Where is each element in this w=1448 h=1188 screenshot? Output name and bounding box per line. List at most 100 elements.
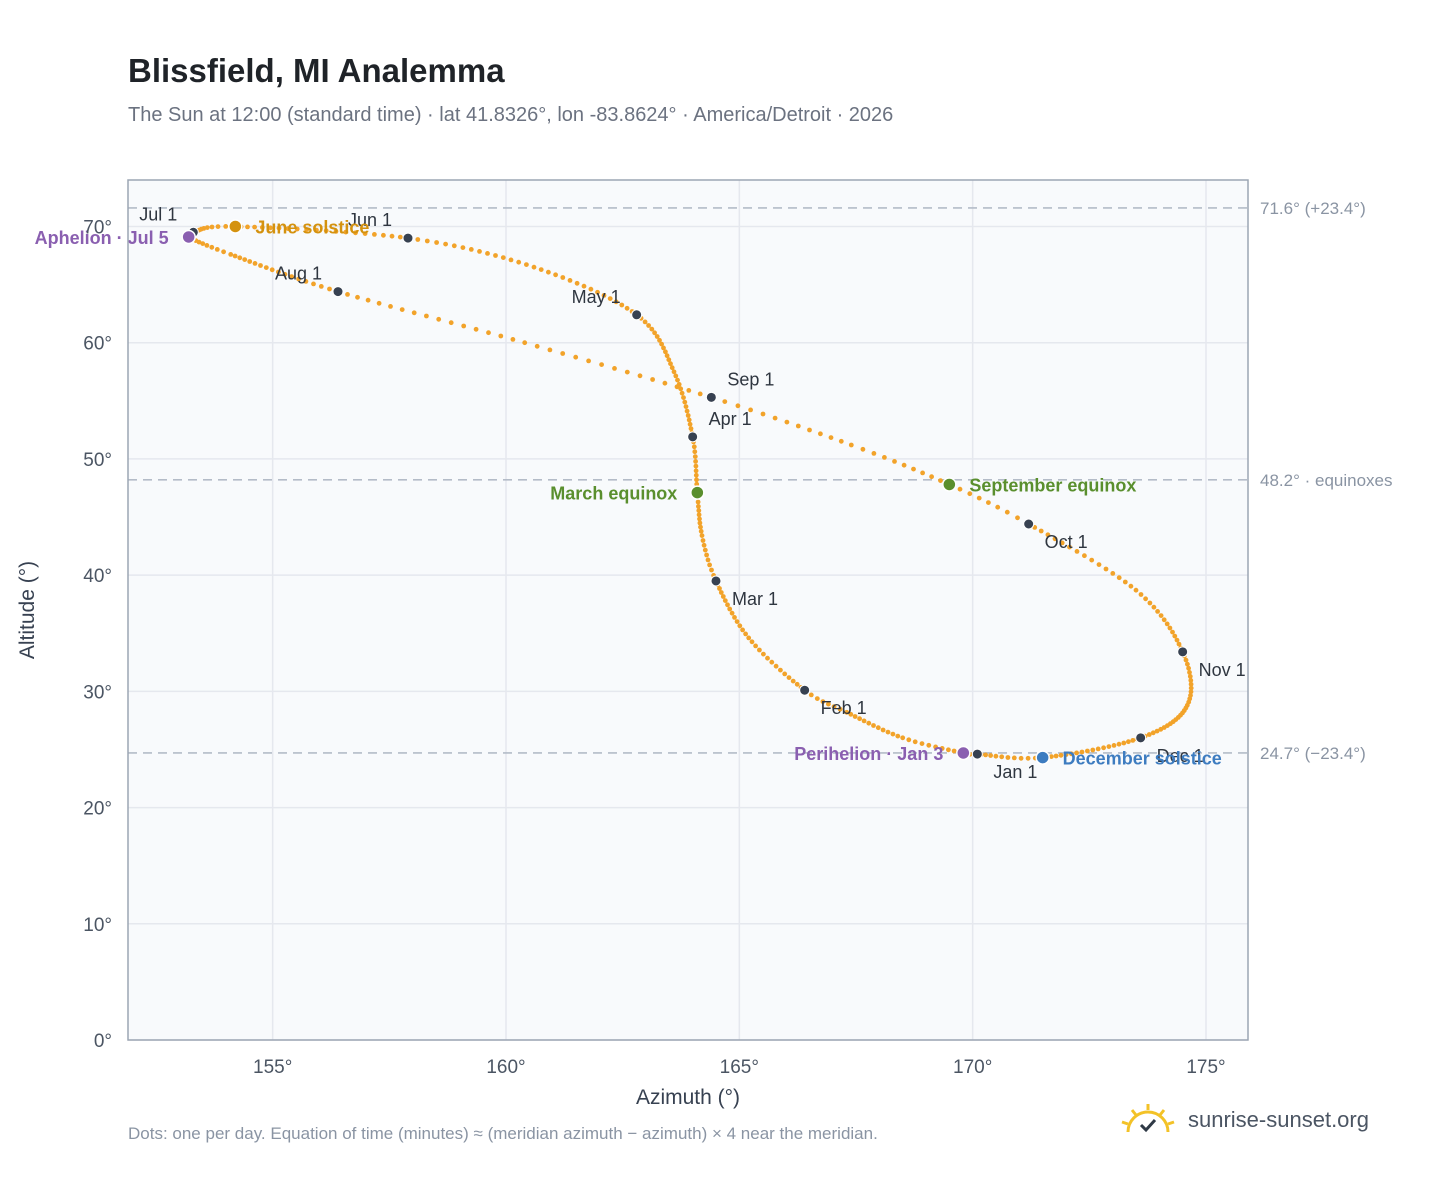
daily-dot (376, 300, 382, 306)
daily-dot (303, 279, 309, 284)
daily-dot (327, 286, 332, 292)
daily-dot (574, 280, 580, 286)
brand[interactable]: sunrise-sunset.org (1120, 1102, 1369, 1138)
daily-dot (652, 330, 657, 336)
daily-dot (757, 647, 762, 653)
daily-dot (871, 723, 876, 728)
daily-dot (749, 639, 755, 645)
month-label: Nov 1 (1199, 660, 1246, 680)
daily-dot (1011, 755, 1017, 761)
reference-line-label: 24.7° (−23.4°) (1260, 744, 1366, 763)
daily-dot (304, 227, 310, 233)
daily-dot (773, 663, 779, 669)
month-label: Oct 1 (1045, 532, 1088, 552)
event-label: December solstice (1063, 749, 1222, 769)
daily-dot (1004, 509, 1010, 515)
daily-dot (807, 427, 812, 433)
daily-dot (560, 351, 566, 356)
daily-dot (808, 692, 814, 698)
daily-dot (242, 257, 248, 262)
daily-dot (399, 307, 405, 312)
month-marker (1177, 646, 1189, 658)
daily-dot (1161, 617, 1167, 623)
daily-dot (725, 602, 730, 608)
daily-dot (695, 499, 701, 505)
daily-dot (993, 753, 999, 759)
daily-dot (732, 615, 737, 620)
daily-dot (613, 299, 619, 305)
daily-dot (852, 714, 858, 719)
daily-dot (786, 675, 792, 680)
daily-dot (1164, 621, 1170, 627)
daily-dot (760, 411, 766, 417)
daily-dot (294, 226, 300, 232)
event-label: Perihelion · Jan 3 (794, 744, 943, 764)
daily-dot (196, 239, 202, 245)
daily-dot (686, 417, 692, 423)
daily-dot (204, 243, 210, 248)
daily-dot (1158, 726, 1164, 732)
daily-dot (228, 252, 234, 257)
daily-dot (1146, 732, 1152, 737)
daily-dot (1005, 755, 1011, 760)
daily-dot (510, 337, 516, 342)
daily-dot (355, 294, 360, 300)
daily-dot (753, 643, 758, 649)
daily-dot (698, 528, 704, 534)
daily-dot (951, 748, 957, 754)
daily-dot (1103, 566, 1109, 572)
daily-dot (875, 725, 881, 731)
y-tick-label: 20° (83, 799, 112, 820)
daily-dot (209, 244, 215, 250)
month-marker (1023, 518, 1035, 530)
daily-dot (451, 243, 457, 249)
month-label: May 1 (572, 287, 621, 307)
daily-dot (522, 340, 528, 346)
daily-dot (861, 718, 867, 724)
month-marker (799, 684, 811, 696)
daily-dot (607, 296, 613, 301)
daily-dot (1122, 579, 1128, 585)
daily-dot (448, 320, 454, 326)
daily-dot (560, 275, 566, 280)
daily-dot (666, 357, 672, 363)
daily-dot (686, 388, 692, 393)
daily-dot (664, 353, 670, 359)
daily-dot (468, 247, 474, 252)
daily-dot (276, 269, 281, 275)
daily-dot (637, 373, 643, 379)
daily-dot (588, 286, 594, 292)
daily-dot (717, 586, 722, 591)
daily-dot (1059, 540, 1065, 546)
daily-dot (901, 462, 907, 468)
daily-dot (624, 369, 630, 375)
daily-dot (436, 316, 442, 322)
daily-dot (761, 651, 766, 657)
daily-dot (1172, 633, 1178, 639)
daily-dot (848, 711, 854, 717)
daily-dot (912, 739, 918, 745)
daily-dot (269, 267, 275, 273)
daily-dot (1187, 670, 1192, 675)
daily-dot (661, 345, 666, 351)
daily-dot (247, 259, 253, 264)
daily-dot (1158, 613, 1164, 618)
daily-dot (1155, 609, 1160, 614)
daily-dot (1116, 741, 1122, 747)
daily-dot (601, 293, 607, 298)
daily-dot (976, 495, 982, 501)
daily-dot (892, 459, 897, 464)
daily-dot (1067, 544, 1072, 550)
daily-dot (657, 337, 662, 343)
month-marker (402, 232, 414, 244)
daily-dot (734, 619, 740, 624)
daily-dot (285, 226, 291, 232)
plot-border (127, 179, 1249, 1041)
daily-dot (1095, 746, 1101, 752)
reference-line-label: 71.6° (+23.4°) (1260, 199, 1366, 218)
month-markers: Jan 1 Feb 1 Mar 1 Apr 1 May 1 Jun 1 Jul 1 Aug 1… (139, 204, 1245, 782)
daily-dot (933, 744, 938, 750)
daily-dot (268, 225, 273, 231)
daily-dot (906, 737, 912, 743)
brand-name[interactable]: sunrise-sunset.org (1188, 1107, 1369, 1132)
